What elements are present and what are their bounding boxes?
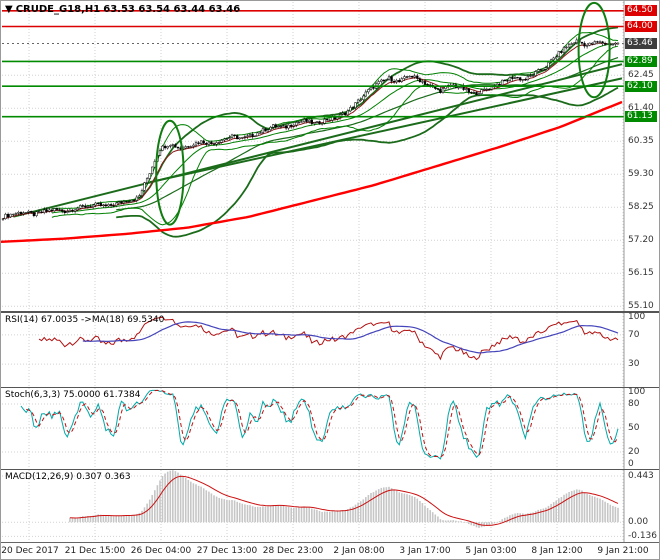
indicator-tick-label: -0.136 — [628, 531, 658, 542]
time-axis-label: 5 Jan 03:00 — [465, 546, 517, 556]
price-tick-label: 56.15 — [628, 268, 654, 279]
price-tick-label: 57.20 — [628, 235, 654, 246]
time-axis-label: 27 Dec 13:00 — [196, 546, 258, 556]
indicator-tick-label: 20 — [628, 447, 640, 457]
time-axis-label: 26 Dec 04:00 — [130, 546, 192, 556]
price-level-badge: 64.50 — [625, 5, 657, 17]
time-axis-label: 3 Jan 17:00 — [399, 546, 451, 556]
time-axis-label: 28 Dec 23:00 — [262, 546, 324, 556]
time-axis[interactable]: 20 Dec 2017 21 Dec 15:00 26 Dec 04:00 27 De… — [1, 542, 659, 559]
price-tick-label: 55.10 — [628, 301, 654, 312]
indicator-tick-label: 100 — [628, 312, 646, 322]
symbol-dropdown-icon[interactable]: ▼ — [5, 4, 13, 15]
price-tick-label: 58.25 — [628, 202, 654, 213]
macd-canvas[interactable] — [1, 469, 660, 542]
current-price-badge: 63.46 — [625, 37, 657, 49]
price-tick-label: 60.35 — [628, 136, 654, 147]
indicator-tick-label: 0.00 — [628, 517, 649, 528]
time-axis-label: 20 Dec 2017 — [1, 546, 59, 556]
time-axis-label: 8 Jan 12:00 — [531, 546, 583, 556]
macd-label: MACD(12,26,9) 0.307 0.363 — [5, 472, 131, 482]
stochastic-panel: Stoch(6,3,3) 75.0000 61.7384 100 80 50 20 0 — [1, 387, 660, 469]
rsi-label: RSI(14) 67.0035 ->MA(18) 69.5340 — [5, 315, 165, 325]
indicator-tick-label: 100 — [628, 387, 646, 397]
price-tick-label: 62.45 — [628, 70, 654, 81]
price-level-badge: 61.13 — [625, 111, 657, 123]
price-level-badge: 62.89 — [625, 55, 657, 67]
chart-header: ▼ CRUDE_G18,H1 63.53 63.54 63.44 63.46 — [5, 4, 243, 15]
price-tick-label: 59.30 — [628, 169, 654, 180]
indicator-tick-label: 70 — [628, 329, 640, 340]
price-level-badge: 62.10 — [625, 80, 657, 92]
price-chart-canvas[interactable] — [1, 1, 660, 312]
stochastic-label: Stoch(6,3,3) 75.0000 61.7384 — [5, 390, 141, 400]
price-level-badge: 64.00 — [625, 21, 657, 33]
indicator-tick-label: 0.443 — [628, 470, 654, 481]
symbol-title: CRUDE_G18,H1 — [15, 4, 101, 15]
indicator-tick-label: 80 — [628, 399, 640, 409]
rsi-canvas[interactable] — [1, 312, 660, 387]
indicator-tick-label: 0 — [628, 459, 634, 469]
indicator-tick-label: 50 — [628, 423, 640, 433]
price-tick-label: 61.40 — [628, 103, 654, 114]
time-axis-label: 2 Jan 08:00 — [333, 546, 385, 556]
macd-panel: MACD(12,26,9) 0.307 0.363 0.443 0.00 -0.13… — [1, 469, 660, 542]
time-axis-label: 9 Jan 21:00 — [597, 546, 649, 556]
indicator-tick-label: 30 — [628, 359, 640, 370]
ohlc-values: 63.53 63.54 63.44 63.46 — [103, 4, 241, 15]
price-chart-panel: ▼ CRUDE_G18,H1 63.53 63.54 63.44 63.46 62.… — [1, 1, 660, 312]
rsi-panel: RSI(14) 67.0035 ->MA(18) 69.5340 100 70 30 — [1, 312, 660, 387]
stochastic-canvas[interactable] — [1, 387, 660, 469]
time-axis-label: 21 Dec 15:00 — [64, 546, 126, 556]
